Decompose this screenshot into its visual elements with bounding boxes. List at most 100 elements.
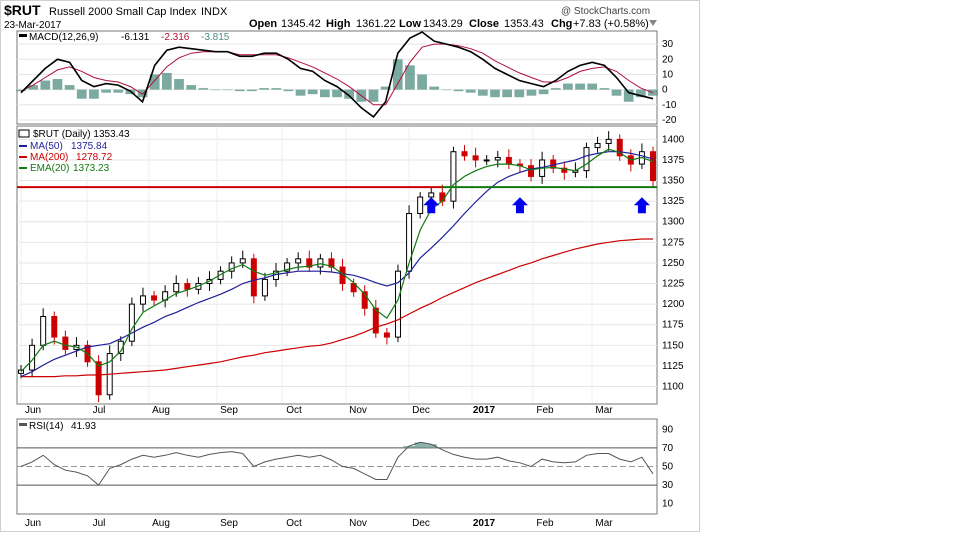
macd-histogram-bar [186,85,197,90]
candle-body [128,303,135,342]
macd-histogram-bar [623,89,634,102]
macd-histogram-bar [368,89,379,102]
price-legend-swatch [18,129,30,138]
rsi-legend: RSI(14) [29,421,63,432]
macd-histogram-bar [405,65,415,90]
high-value: 1361.22 [356,18,396,30]
up-arrow-icon [423,197,440,214]
index-name: Russell 2000 Small Cap Index [49,6,197,18]
candle-body [483,159,490,162]
macd-signal-line [20,43,654,106]
ma200-legend-swatch [19,156,27,158]
macd-histogram-bar [247,89,257,92]
macd-histogram-bar [380,86,391,90]
ma50-legend-name: MA(50) [30,141,63,152]
low-value: 1343.29 [423,18,463,30]
candle-body [605,138,612,144]
ma50-legend-swatch [19,145,27,147]
price-y-tick: 1200 [662,299,685,310]
candle-body [328,258,335,268]
candle-body [228,262,235,272]
macd-legend: MACD(12,26,9) [29,32,98,43]
macd-histogram-bar [174,79,184,90]
candle-body [383,332,390,338]
month-label: Nov [349,405,367,416]
chg-value: +7.83 (+0.58%) [573,18,649,30]
up-arrow-icon [511,197,528,214]
macd-legend-swatch [19,34,27,37]
rsi-y-tick: 30 [662,480,674,491]
ema20-legend-swatch [19,167,27,169]
macd-histogram-bar [332,89,342,98]
macd-y-tick: 30 [662,39,674,50]
candle-body [95,361,102,396]
candle-body [284,262,291,272]
macd-y-tick: 20 [662,54,674,65]
chg-label: Chg [551,18,572,30]
copyright-label: @ StockCharts.com [561,6,650,17]
ema20-line [20,148,654,373]
macd-histogram-bar [465,89,476,93]
macd-histogram-bar [429,86,440,90]
candle-body [250,258,257,297]
price-y-tick: 1375 [662,155,685,166]
month-label: 2017 [473,405,496,416]
month-label: 2017 [473,518,496,529]
chart-date: 23-Mar-2017 [4,20,62,31]
ema20-legend-value: 1373.23 [73,163,110,174]
candle-body [139,295,146,305]
candle-body [406,213,413,272]
macd-histogram-bar [101,89,111,93]
rsi-legend-swatch [19,423,27,426]
price-y-tick: 1175 [662,320,684,331]
candle-body [317,258,324,268]
open-value: 1345.42 [281,18,321,30]
price-y-tick: 1350 [662,176,685,187]
candle-body [650,151,656,182]
candle-body [505,156,512,165]
macd-histogram-bar [271,88,282,90]
candle-body [173,283,180,293]
candle-body [428,192,435,198]
macd-histogram-bar [52,79,63,90]
exchange-label: INDX [201,6,228,18]
candle-body [472,155,479,161]
close-label: Close [469,18,499,30]
macd-y-tick: 0 [662,85,668,96]
macd-histogram-bar [635,89,646,98]
month-label: Oct [286,518,302,529]
macd-value: -6.131 [121,32,150,43]
price-y-tick: 1275 [662,237,685,248]
month-label: Dec [412,405,430,416]
macd-histogram-bar [76,89,87,99]
month-label: Jun [25,405,41,416]
down-triangle-icon[interactable] [649,20,657,26]
candle-body [306,258,313,268]
macd-histogram-bar [538,89,549,95]
macd-histogram-bar [441,89,452,91]
macd-histogram-bar [599,88,610,90]
candle-body [594,142,601,149]
macd-histogram-bar [417,74,427,90]
macd-histogram-bar [234,89,245,92]
macd-histogram-bar [453,89,464,92]
candle-body [461,151,468,157]
macd-histogram-bar [344,89,355,99]
candle-body [450,151,457,202]
macd-histogram-bar [222,89,233,91]
price-y-tick: 1325 [662,196,685,207]
month-label: Sep [220,518,238,529]
rsi-y-tick: 10 [662,499,674,510]
price-panel-frame [16,125,658,405]
candle-body [494,156,501,161]
high-label: High [326,18,351,30]
macd-histogram-bar [259,88,269,90]
macd-y-tick: -20 [662,115,677,126]
open-label: Open [249,18,277,30]
macd-histogram-bar [28,85,39,90]
ma200-line [21,238,653,378]
macd-line [20,31,654,119]
rsi-y-tick: 90 [662,424,674,435]
month-label: Feb [536,518,554,529]
rsi-value: 41.93 [71,421,96,432]
